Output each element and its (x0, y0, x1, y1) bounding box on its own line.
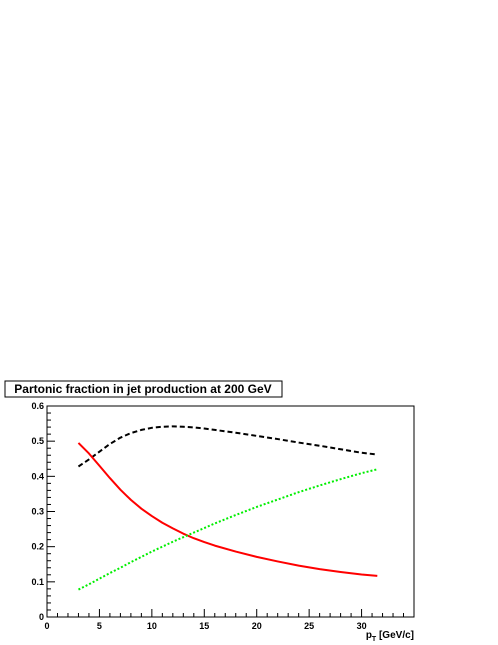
series-line-1 (77, 425, 378, 468)
series-line-3 (78, 468, 378, 591)
y-tick-label: 0.4 (31, 471, 44, 481)
x-axis-ticks (46, 609, 405, 617)
x-tick-label: 30 (357, 621, 367, 631)
x-axis-label-subscript: T (372, 636, 377, 643)
x-tick-label: 5 (97, 621, 102, 631)
x-axis-label: pT [GeV/c] (366, 630, 414, 643)
x-tick-label: 10 (147, 621, 157, 631)
series-line-2 (77, 442, 378, 577)
title-box (4, 380, 283, 398)
x-axis-tick-labels: 0 5 10 15 20 25 30 (44, 621, 366, 631)
y-tick-label: 0.6 (31, 401, 44, 411)
chart-title: Partonic fraction in jet production at 2… (4, 380, 283, 398)
y-axis-tick-labels: 0 0.1 0.2 0.3 0.4 0.5 0.6 (31, 401, 44, 622)
series-layer (77, 425, 378, 591)
x-tick-label: 20 (252, 621, 262, 631)
x-tick-label: 25 (304, 621, 314, 631)
x-tick-label: 15 (199, 621, 209, 631)
y-tick-label: 0.1 (31, 577, 44, 587)
title-text: Partonic fraction in jet production at 2… (14, 382, 271, 396)
x-axis-label-main: p (366, 630, 372, 641)
x-tick-label: 0 (44, 621, 49, 631)
y-tick-label: 0.3 (31, 507, 44, 517)
plot-frame (46, 405, 415, 618)
y-tick-label: 0 (39, 612, 44, 622)
y-tick-label: 0.2 (31, 542, 44, 552)
y-axis-ticks (47, 405, 55, 618)
y-tick-label: 0.5 (31, 436, 44, 446)
x-axis-label-unit: [GeV/c] (376, 630, 414, 641)
